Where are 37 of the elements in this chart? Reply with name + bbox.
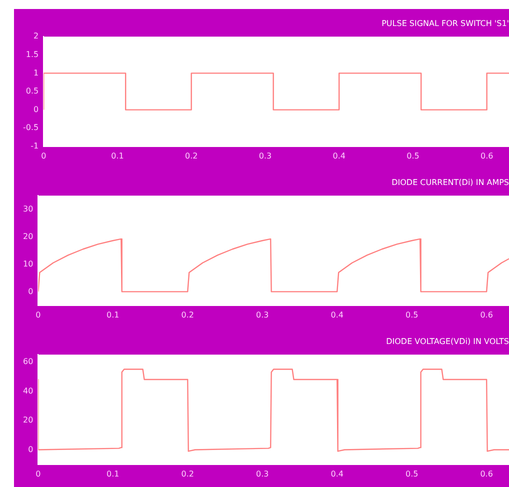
x-tick-label: 0.1 bbox=[106, 469, 120, 478]
x-tick-label: 0.3 bbox=[256, 310, 269, 320]
y-tick-label: 0 bbox=[28, 286, 34, 296]
y-tick-label: 0.5 bbox=[26, 86, 39, 96]
y-tick-label: 40 bbox=[22, 386, 34, 396]
y-tick-label: 10 bbox=[22, 259, 34, 268]
x-tick-label: 0.6 bbox=[480, 151, 494, 160]
x-tick-label: 0.5 bbox=[405, 310, 418, 320]
chart-title: DIODE CURRENT(Di) IN AMPS bbox=[392, 178, 509, 187]
x-tick-label: 0.4 bbox=[332, 151, 346, 160]
x-tick-label: 0.3 bbox=[258, 151, 272, 160]
y-tick-label: 0 bbox=[34, 104, 39, 114]
chart-title: PULSE SIGNAL FOR SWITCH 'S1' bbox=[382, 18, 509, 28]
y-tick-label: 60 bbox=[22, 357, 34, 366]
x-tick-label: 0.2 bbox=[181, 469, 194, 478]
x-tick-label: 0.2 bbox=[181, 310, 194, 320]
y-tick-label: 20 bbox=[22, 232, 34, 241]
x-tick-label: 0.4 bbox=[330, 310, 344, 320]
y-tick-label: -0.5 bbox=[23, 123, 39, 132]
y-tick-label: 1.5 bbox=[26, 50, 39, 59]
x-tick-label: 0.3 bbox=[256, 469, 269, 478]
x-tick-label: 0 bbox=[41, 151, 46, 160]
chart-title: DIODE VOLTAGE(VDi) IN VOLTS bbox=[386, 336, 509, 346]
x-tick-label: 0.1 bbox=[106, 310, 120, 320]
y-tick-label: 1 bbox=[34, 68, 39, 78]
x-tick-label: 0.5 bbox=[406, 151, 420, 160]
x-tick-label: 0.6 bbox=[480, 469, 493, 478]
y-tick-label: 30 bbox=[22, 204, 34, 214]
x-tick-label: 0.2 bbox=[184, 151, 198, 160]
y-tick-label: 0 bbox=[28, 444, 34, 454]
x-tick-label: 0.1 bbox=[111, 151, 124, 160]
y-tick-label: 2 bbox=[34, 32, 39, 41]
x-tick-label: 0.5 bbox=[405, 469, 418, 478]
x-tick-label: 0.6 bbox=[480, 310, 493, 320]
y-tick-label: 20 bbox=[22, 416, 34, 425]
y-tick-label: -1 bbox=[30, 141, 39, 150]
x-tick-label: 0.4 bbox=[330, 469, 344, 478]
